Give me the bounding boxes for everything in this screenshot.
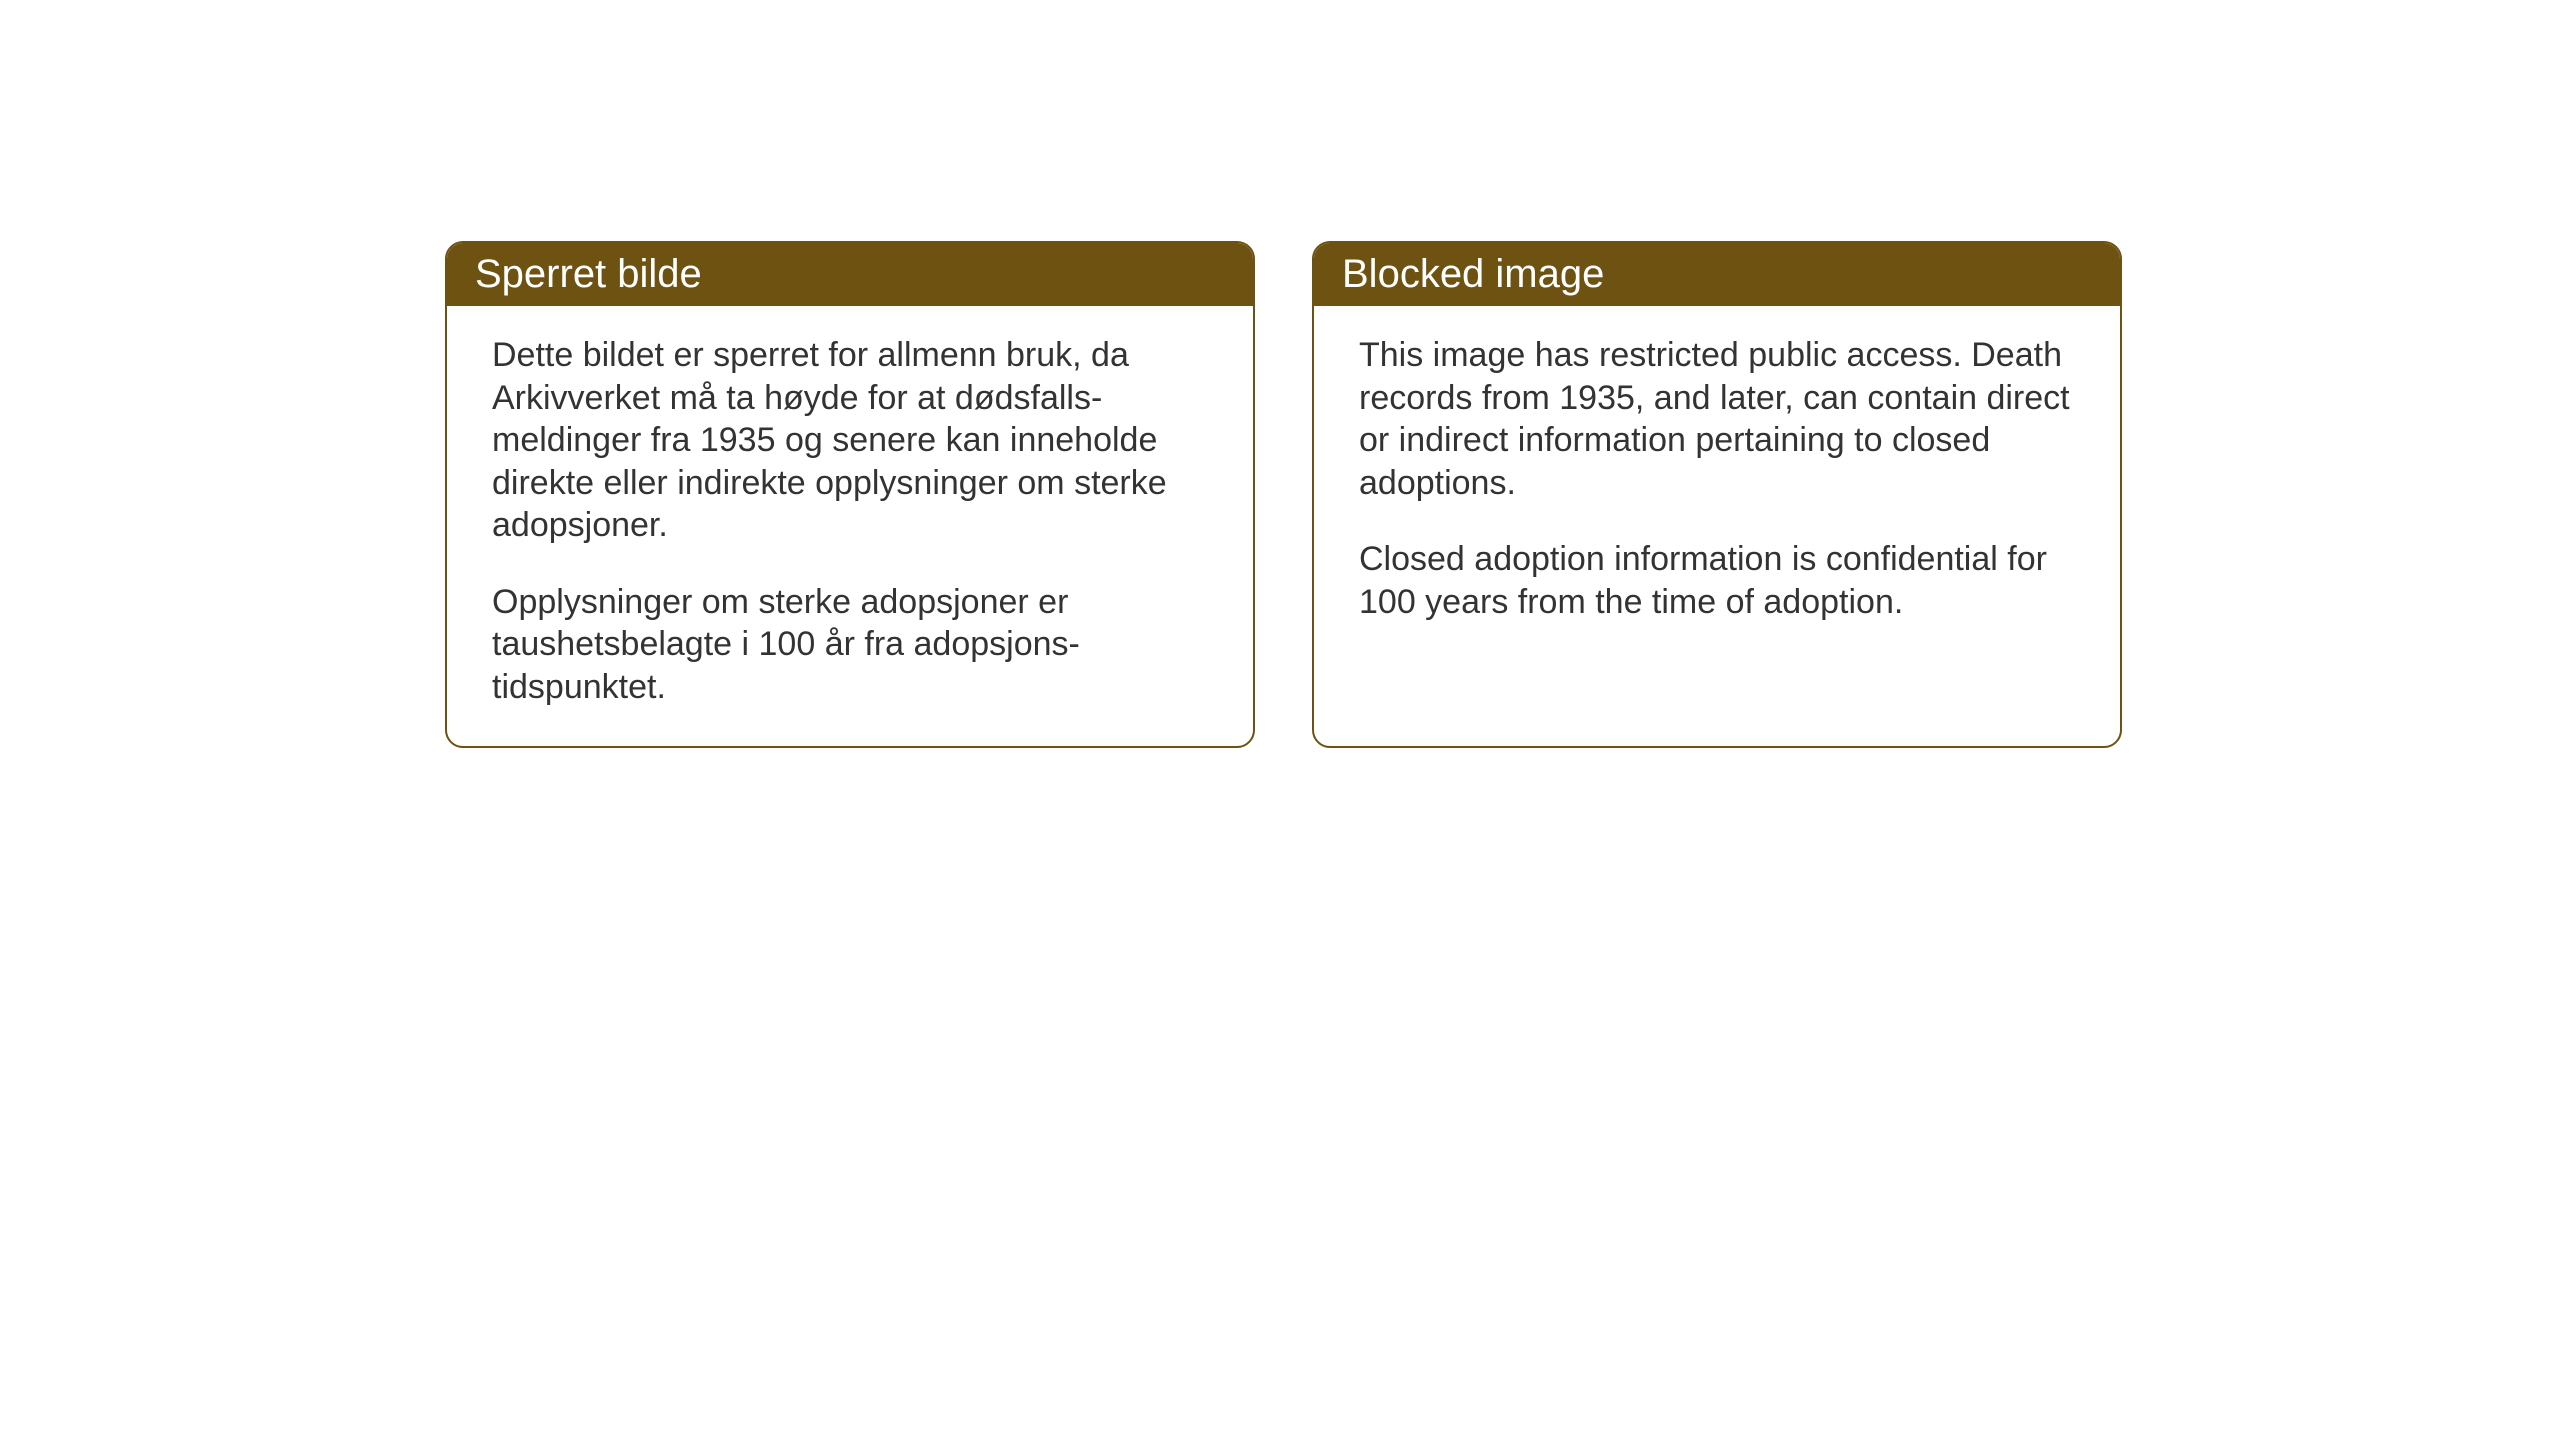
notice-card-norwegian: Sperret bilde Dette bildet er sperret fo… — [445, 241, 1255, 748]
card-header-norwegian: Sperret bilde — [447, 243, 1253, 306]
card-title: Blocked image — [1342, 252, 1604, 296]
notice-card-english: Blocked image This image has restricted … — [1312, 241, 2122, 748]
card-body-norwegian: Dette bildet er sperret for allmenn bruk… — [447, 306, 1253, 746]
card-body-english: This image has restricted public access.… — [1314, 306, 2120, 706]
card-header-english: Blocked image — [1314, 243, 2120, 306]
notice-container: Sperret bilde Dette bildet er sperret fo… — [445, 241, 2122, 748]
card-paragraph: Closed adoption information is confident… — [1359, 538, 2075, 623]
card-paragraph: This image has restricted public access.… — [1359, 334, 2075, 504]
card-title: Sperret bilde — [475, 252, 702, 296]
card-paragraph: Dette bildet er sperret for allmenn bruk… — [492, 334, 1208, 547]
card-paragraph: Opplysninger om sterke adopsjoner er tau… — [492, 581, 1208, 709]
